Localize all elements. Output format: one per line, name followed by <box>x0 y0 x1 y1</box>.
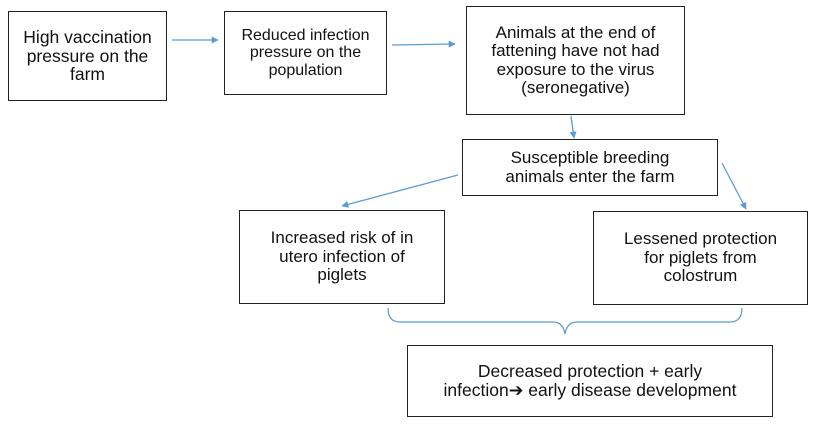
node-reduced-infection: Reduced infection pressure on the popula… <box>224 11 387 95</box>
node-lessened-protection: Lessened protection for piglets from col… <box>593 211 808 305</box>
arrow-susceptible-to-colostrum <box>721 162 747 210</box>
node-susceptible-breeding-label: Susceptible breeding animals enter the f… <box>505 148 675 186</box>
arrow-reduced-to-seronegative <box>391 40 456 48</box>
node-in-utero-risk-label: Increased risk of in utero infection of … <box>270 228 414 285</box>
node-outcome: Decreased protection + early infection➔ … <box>407 345 773 417</box>
arrow-seronegative-to-susceptible <box>569 115 577 139</box>
arrow-susceptible-to-in-utero <box>341 174 459 208</box>
node-seronegative-label: Animals at the end of fattening have not… <box>491 22 660 97</box>
node-high-vaccination: High vaccination pressure on the farm <box>8 11 167 101</box>
node-outcome-label: Decreased protection + early infection➔ … <box>443 361 737 400</box>
node-seronegative: Animals at the end of fattening have not… <box>466 6 685 115</box>
node-high-vaccination-label: High vaccination pressure on the farm <box>23 26 152 85</box>
node-reduced-infection-label: Reduced infection pressure on the popula… <box>241 27 370 79</box>
node-in-utero-risk: Increased risk of in utero infection of … <box>239 210 445 304</box>
node-susceptible-breeding: Susceptible breeding animals enter the f… <box>462 139 718 196</box>
node-lessened-protection-label: Lessened protection for piglets from col… <box>623 229 778 286</box>
grouping-brace <box>387 307 743 335</box>
